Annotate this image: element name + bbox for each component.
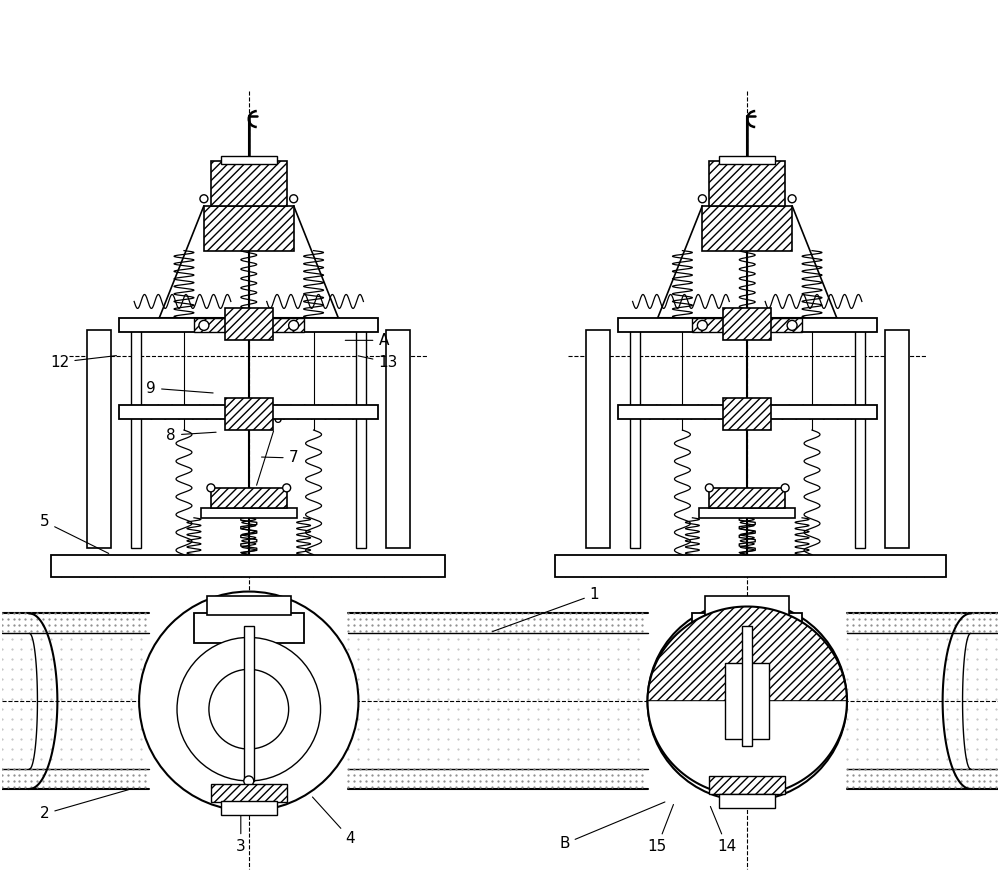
Bar [131, 331, 141, 547]
Bar [555, 555, 946, 577]
Bar [119, 318, 378, 332]
Circle shape [283, 484, 291, 492]
Bar [709, 488, 785, 508]
Text: 2: 2 [40, 789, 128, 822]
Bar [221, 801, 277, 814]
Text: 7: 7 [262, 451, 298, 465]
Circle shape [787, 321, 797, 331]
Circle shape [177, 637, 321, 781]
Bar [709, 776, 785, 794]
Circle shape [209, 669, 289, 749]
Text: 5: 5 [40, 514, 109, 554]
Circle shape [199, 321, 209, 331]
Bar [702, 206, 792, 251]
Bar [194, 614, 304, 643]
Bar [705, 596, 789, 616]
Bar [618, 405, 877, 419]
Bar [225, 308, 273, 340]
Text: 3: 3 [236, 810, 246, 854]
Bar [586, 331, 610, 547]
Bar [244, 626, 254, 781]
Bar [855, 331, 865, 547]
Circle shape [200, 194, 208, 202]
Bar [204, 206, 294, 251]
Text: 15: 15 [648, 805, 673, 854]
Bar [225, 398, 273, 430]
Bar [51, 555, 445, 577]
Bar [207, 596, 291, 616]
Circle shape [697, 321, 707, 331]
Bar [692, 318, 802, 332]
Bar [119, 405, 378, 419]
Circle shape [289, 321, 299, 331]
Bar [221, 156, 277, 164]
Polygon shape [648, 702, 847, 796]
Circle shape [139, 591, 358, 811]
Bar [709, 161, 785, 206]
Bar [87, 331, 111, 547]
Text: B: B [559, 802, 665, 851]
Text: 13: 13 [358, 355, 398, 370]
Text: A: A [345, 332, 389, 348]
Bar [201, 508, 297, 518]
Bar [356, 331, 366, 547]
Circle shape [705, 484, 713, 492]
Bar [719, 156, 775, 164]
Circle shape [244, 776, 254, 786]
Bar [742, 626, 752, 746]
Circle shape [648, 601, 847, 801]
Circle shape [781, 484, 789, 492]
Circle shape [788, 194, 796, 202]
Bar [211, 161, 287, 206]
Text: 8: 8 [166, 427, 216, 443]
Text: 1: 1 [493, 587, 599, 632]
Circle shape [207, 484, 215, 492]
Circle shape [290, 194, 298, 202]
Text: 9: 9 [146, 381, 213, 396]
Text: 4: 4 [312, 797, 355, 847]
Bar [211, 488, 287, 508]
Bar [386, 331, 410, 547]
Bar [630, 331, 640, 547]
Text: 12: 12 [50, 355, 116, 370]
Bar [885, 331, 909, 547]
Circle shape [698, 194, 706, 202]
Text: 14: 14 [710, 806, 737, 854]
Polygon shape [648, 607, 847, 702]
Bar [699, 508, 795, 518]
Bar [725, 663, 769, 739]
Bar [211, 784, 287, 802]
Bar [729, 668, 765, 735]
Bar [723, 398, 771, 430]
Bar [692, 614, 802, 643]
Bar [723, 308, 771, 340]
Text: 6: 6 [257, 410, 282, 486]
Bar [618, 318, 877, 332]
Bar [194, 318, 304, 332]
Bar [719, 794, 775, 808]
